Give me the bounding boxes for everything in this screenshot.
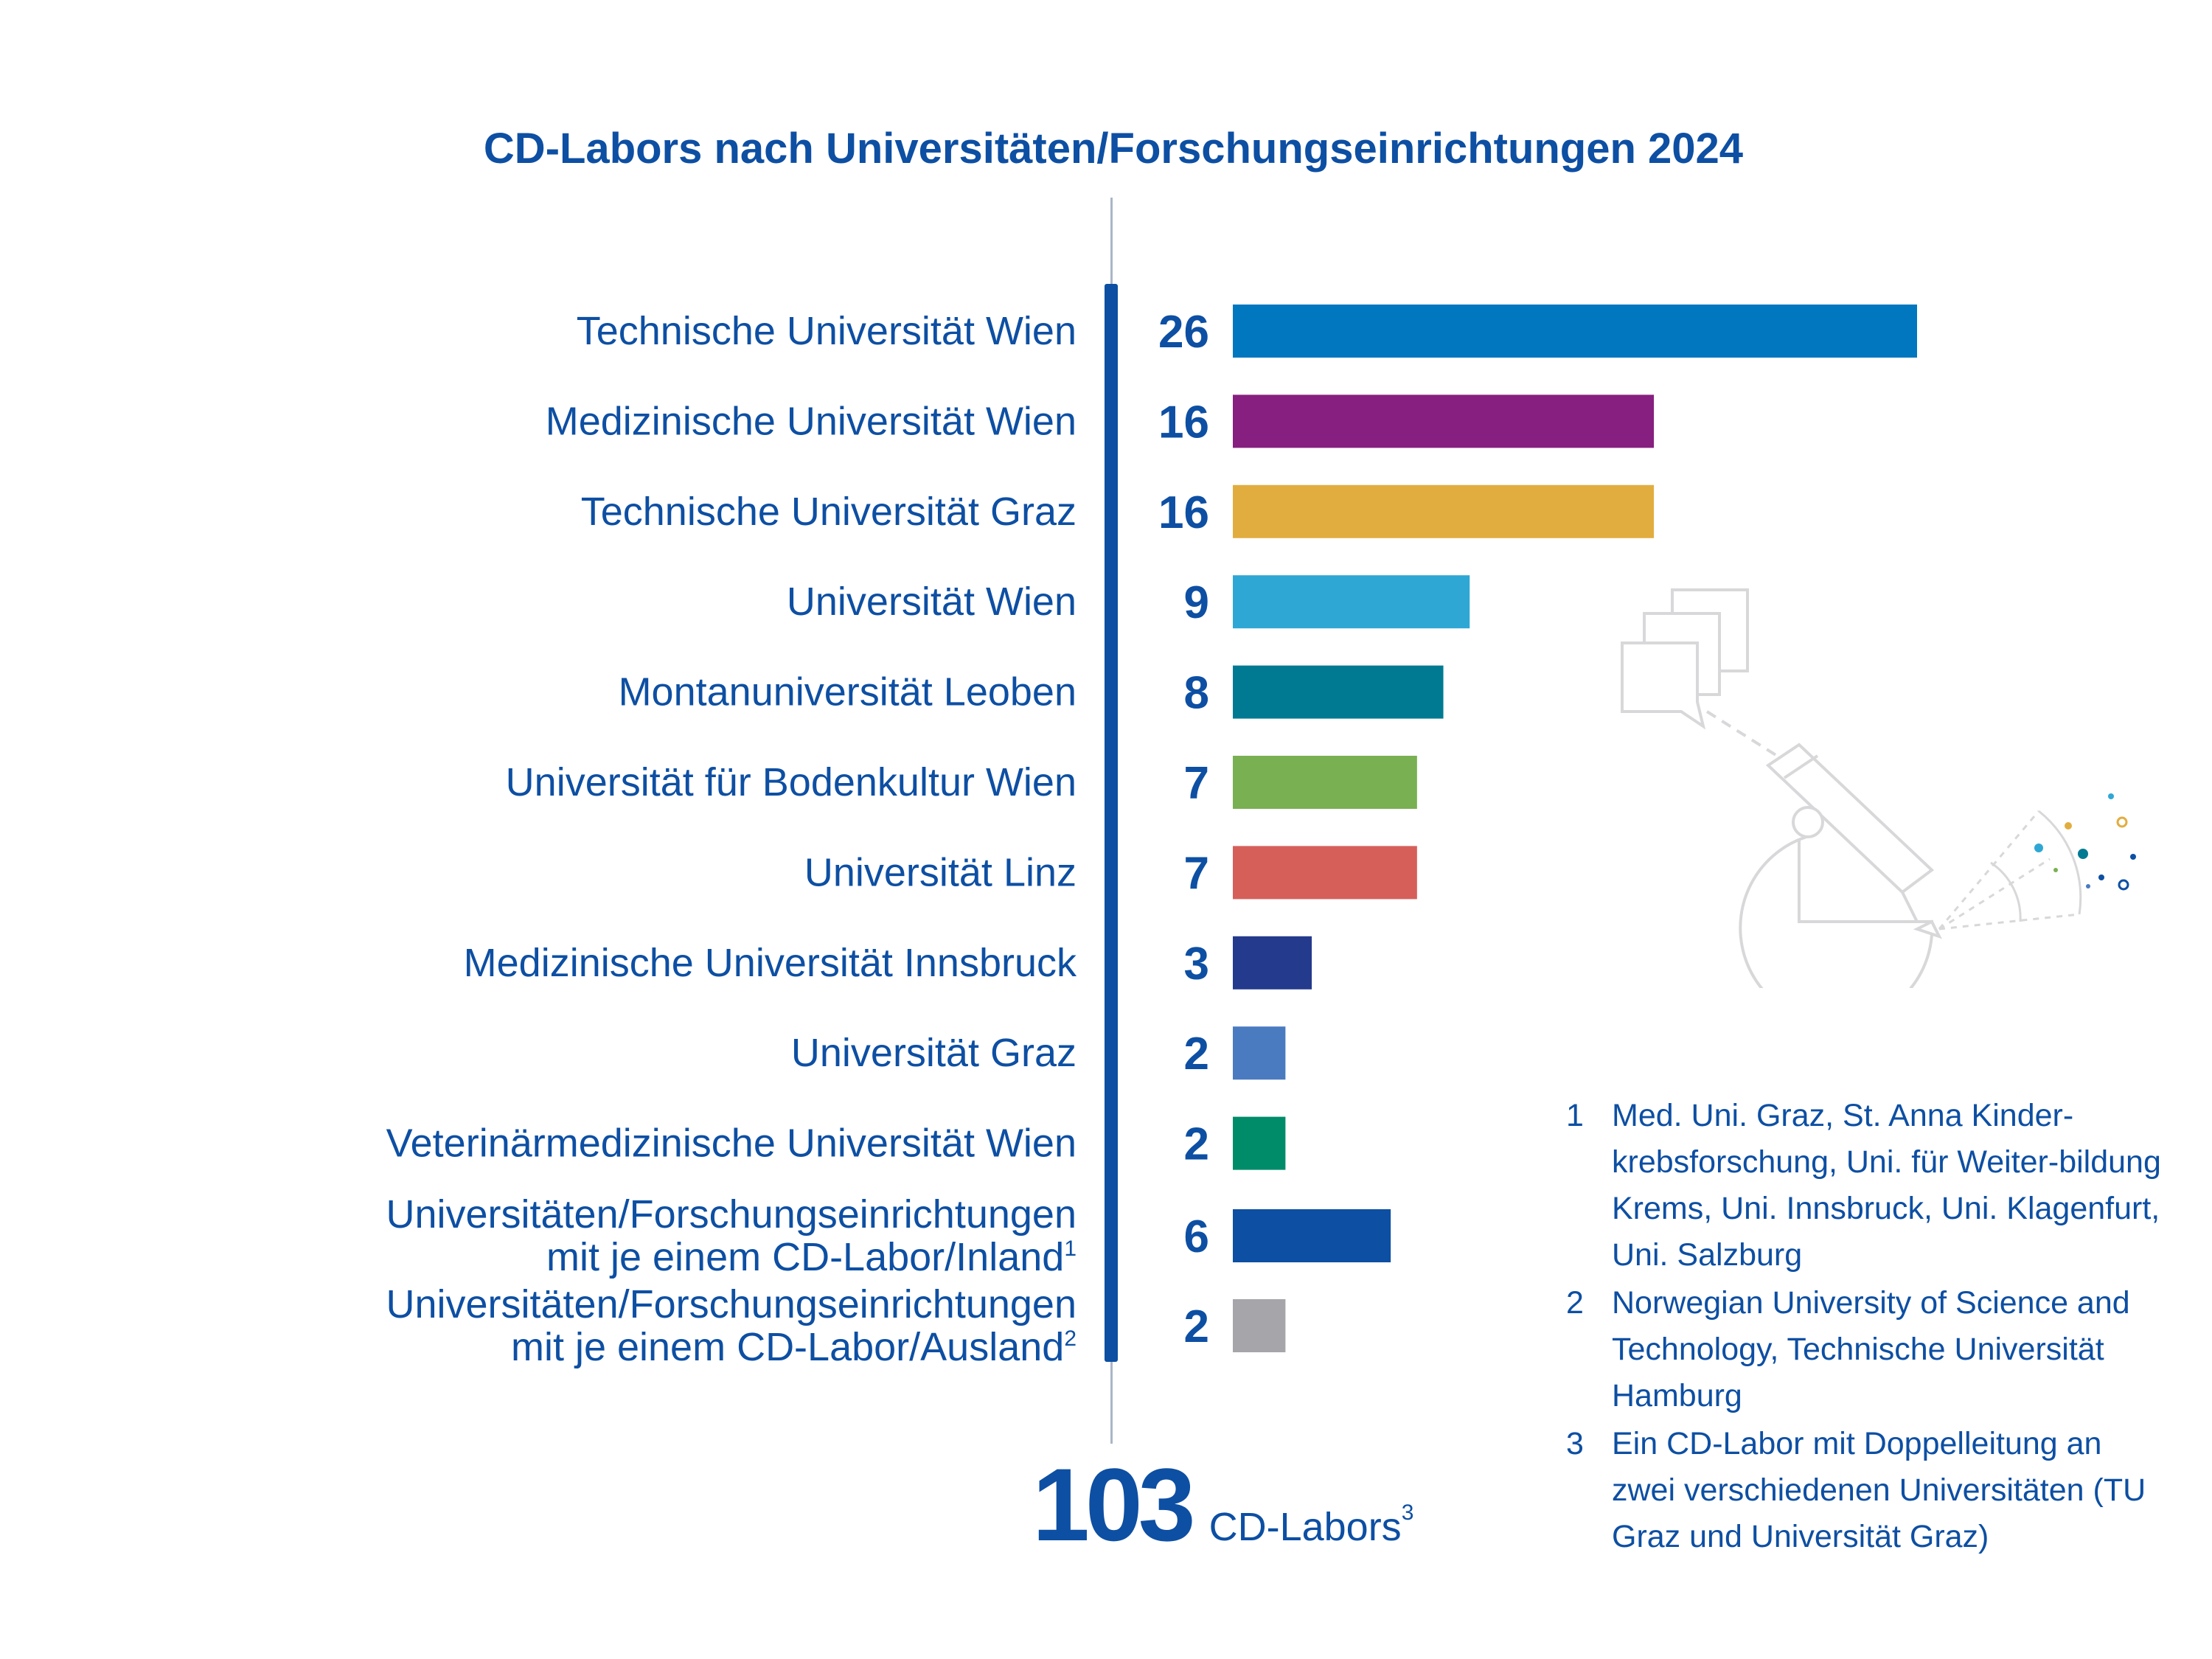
value-label-6: 7 [1184,848,1209,899]
bar-8 [1233,1026,1286,1080]
bar-6 [1233,846,1417,900]
value-label-9: 2 [1184,1119,1209,1170]
footnote-text: Norwegian University of Science and Tech… [1612,1285,2130,1413]
bar-1 [1233,394,1655,448]
bar-11 [1233,1299,1286,1352]
category-label-0: Technische Universität Wien [577,309,1077,353]
bar-9 [1233,1116,1286,1170]
category-label-10-line-1: mit je einem CD-Labor/Inland1 [546,1235,1077,1279]
category-label-9: Veterinärmedizinische Universität Wien [386,1121,1077,1166]
bar-0 [1233,305,1917,358]
value-label-2: 16 [1158,487,1209,538]
footnotes: 1 Med. Uni. Graz, St. Anna Kinder-krebsf… [1566,1093,2171,1562]
total-unit-footnote-mark: 3 [1401,1500,1414,1525]
value-label-1: 16 [1158,397,1209,448]
total-count: 103 CD-Labors3 [1032,1445,1413,1565]
chart-title: CD-Labors nach Universitäten/Forschungse… [483,125,1744,173]
category-label-5: Universität für Bodenkultur Wien [506,760,1077,804]
footnote-number: 1 [1566,1098,1584,1133]
bar-3 [1233,575,1470,629]
total-number: 103 [1032,1447,1196,1562]
bar-10 [1233,1209,1391,1262]
category-label-11-line-0: Universitäten/Forschungseinrichtungen [386,1282,1077,1326]
category-label-1: Medizinische Universität Wien [546,399,1077,443]
axis-bar [1105,284,1118,1362]
value-label-10: 6 [1184,1211,1209,1262]
total-unit: CD-Labors [1208,1505,1402,1549]
footnote-2: 2 Norwegian University of Science and Te… [1566,1280,2171,1419]
value-label-7: 3 [1184,939,1209,990]
bar-4 [1233,665,1444,719]
value-label-11: 2 [1184,1301,1209,1352]
category-label-10-line-0: Universitäten/Forschungseinrichtungen [386,1192,1077,1237]
category-label-2: Technische Universität Graz [581,490,1077,534]
category-label-11-line-1: mit je einem CD-Labor/Ausland2 [511,1325,1077,1369]
value-label-0: 26 [1158,307,1209,358]
value-label-8: 2 [1184,1029,1209,1079]
value-label-4: 8 [1184,668,1209,719]
bar-7 [1233,936,1312,990]
footnote-text: Ein CD-Labor mit Doppelleitung an zwei v… [1612,1426,2146,1554]
microscope-illustration-icon [1621,588,2136,988]
category-label-7: Medizinische Universität Innsbruck [464,941,1077,985]
footnote-3: 3 Ein CD-Labor mit Doppelleitung an zwei… [1566,1421,2171,1560]
category-label-6: Universität Linz [804,850,1077,894]
footnote-1: 1 Med. Uni. Graz, St. Anna Kinder-krebsf… [1566,1093,2171,1279]
footnote-text: Med. Uni. Graz, St. Anna Kinder-krebsfor… [1612,1098,2161,1273]
bar-5 [1233,756,1417,809]
value-label-3: 9 [1184,577,1209,628]
bar-2 [1233,484,1655,538]
footnote-number: 2 [1566,1285,1584,1321]
category-label-4: Montanuniversität Leoben [619,670,1077,714]
value-label-5: 7 [1184,758,1209,809]
footnote-number: 3 [1566,1426,1584,1461]
category-label-8: Universität Graz [791,1031,1077,1075]
category-label-3: Universität Wien [787,580,1077,624]
